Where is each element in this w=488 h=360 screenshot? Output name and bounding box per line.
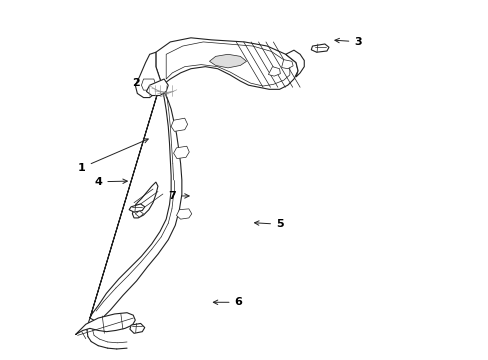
Text: 4: 4 xyxy=(94,177,127,187)
Text: 3: 3 xyxy=(334,37,361,47)
Polygon shape xyxy=(166,42,289,86)
Polygon shape xyxy=(75,313,135,334)
Polygon shape xyxy=(141,79,156,90)
Polygon shape xyxy=(311,44,328,52)
Polygon shape xyxy=(209,54,246,68)
Polygon shape xyxy=(268,67,280,76)
Polygon shape xyxy=(135,211,143,217)
Polygon shape xyxy=(156,38,298,89)
Polygon shape xyxy=(129,204,144,212)
Polygon shape xyxy=(146,79,168,95)
Polygon shape xyxy=(281,60,292,69)
Polygon shape xyxy=(171,118,187,131)
Polygon shape xyxy=(176,209,191,219)
Polygon shape xyxy=(173,146,189,158)
Polygon shape xyxy=(132,182,158,218)
Polygon shape xyxy=(90,85,182,321)
Text: 1: 1 xyxy=(78,139,148,172)
Text: 6: 6 xyxy=(213,297,242,307)
Polygon shape xyxy=(285,50,304,77)
Text: 5: 5 xyxy=(254,219,283,229)
Text: 7: 7 xyxy=(168,191,189,201)
Text: 2: 2 xyxy=(131,77,164,87)
Polygon shape xyxy=(135,52,162,98)
Polygon shape xyxy=(130,323,144,333)
